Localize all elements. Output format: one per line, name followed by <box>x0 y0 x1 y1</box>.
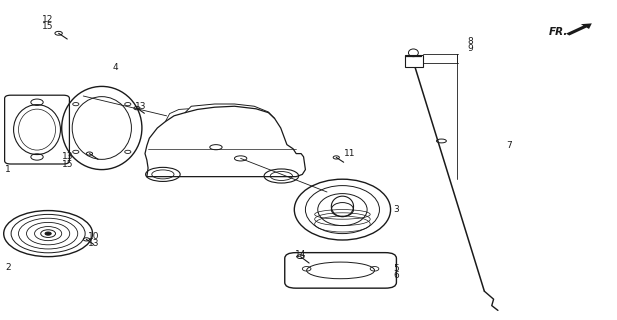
Text: 14: 14 <box>295 250 306 259</box>
Text: 5: 5 <box>394 264 399 273</box>
Text: 3: 3 <box>394 205 399 214</box>
Text: 15: 15 <box>42 22 54 31</box>
Text: 13: 13 <box>88 239 99 248</box>
Text: 6: 6 <box>394 271 399 280</box>
Text: 13: 13 <box>62 152 73 161</box>
Text: 8: 8 <box>468 37 473 46</box>
FancyArrow shape <box>566 23 592 36</box>
Text: 4: 4 <box>112 63 118 72</box>
Text: 7: 7 <box>506 141 511 150</box>
Text: 10: 10 <box>88 232 99 241</box>
Text: FR.: FR. <box>549 27 568 37</box>
Text: 12: 12 <box>42 15 53 24</box>
Text: 2: 2 <box>5 263 10 272</box>
Text: 11: 11 <box>344 149 356 158</box>
Text: 9: 9 <box>468 44 473 53</box>
Ellipse shape <box>45 232 51 235</box>
Text: 15: 15 <box>62 160 73 169</box>
Text: 1: 1 <box>5 165 10 174</box>
Text: 13: 13 <box>135 102 146 111</box>
